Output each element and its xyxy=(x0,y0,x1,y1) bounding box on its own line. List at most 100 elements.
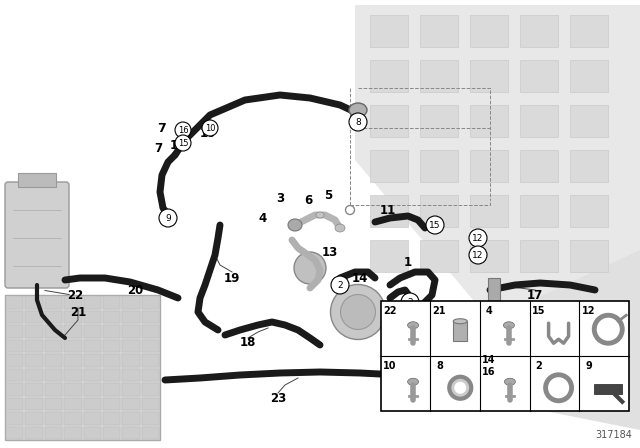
Bar xyxy=(103,354,120,366)
Bar xyxy=(103,369,120,381)
Bar xyxy=(6,426,24,439)
Text: 13: 13 xyxy=(322,246,338,258)
Text: 2: 2 xyxy=(407,297,413,306)
Text: 15: 15 xyxy=(532,306,545,316)
Text: 1: 1 xyxy=(404,255,412,268)
Bar xyxy=(488,278,500,302)
Bar xyxy=(45,397,62,410)
Bar xyxy=(122,325,140,337)
Bar xyxy=(64,354,81,366)
Bar xyxy=(141,426,159,439)
Bar xyxy=(420,150,458,182)
Circle shape xyxy=(349,113,367,131)
Bar xyxy=(470,105,508,137)
Bar xyxy=(45,325,62,337)
Bar xyxy=(45,412,62,425)
Bar xyxy=(520,150,558,182)
Bar xyxy=(570,15,608,47)
Bar xyxy=(83,412,101,425)
Bar xyxy=(6,397,24,410)
Bar xyxy=(122,354,140,366)
Bar xyxy=(141,354,159,366)
Text: 12: 12 xyxy=(472,233,484,242)
Text: 12: 12 xyxy=(582,306,595,316)
Bar xyxy=(103,426,120,439)
Text: 7: 7 xyxy=(154,142,162,155)
Bar xyxy=(18,173,56,187)
Text: 9: 9 xyxy=(165,214,171,223)
Bar xyxy=(381,301,629,411)
Circle shape xyxy=(449,377,471,399)
Text: 5: 5 xyxy=(324,189,332,202)
Circle shape xyxy=(426,216,444,234)
Bar xyxy=(5,295,160,440)
Bar xyxy=(470,15,508,47)
Bar xyxy=(103,412,120,425)
Ellipse shape xyxy=(453,319,467,324)
Bar xyxy=(6,296,24,309)
Bar xyxy=(122,412,140,425)
Bar xyxy=(595,384,622,394)
Text: 4: 4 xyxy=(259,211,267,224)
Polygon shape xyxy=(355,5,640,320)
Bar xyxy=(45,369,62,381)
Circle shape xyxy=(469,246,487,264)
Bar xyxy=(83,383,101,396)
Bar xyxy=(370,150,408,182)
Text: 7: 7 xyxy=(157,121,165,134)
Text: 4: 4 xyxy=(486,306,492,316)
Bar xyxy=(45,383,62,396)
Bar xyxy=(64,412,81,425)
Bar xyxy=(141,369,159,381)
Text: 14: 14 xyxy=(352,271,368,284)
Text: 15: 15 xyxy=(170,138,186,151)
Ellipse shape xyxy=(504,378,515,385)
Ellipse shape xyxy=(340,294,376,329)
Bar xyxy=(64,397,81,410)
Bar xyxy=(64,426,81,439)
Text: 17: 17 xyxy=(527,289,543,302)
Polygon shape xyxy=(490,250,640,430)
Text: 15: 15 xyxy=(178,138,188,147)
Bar xyxy=(122,340,140,352)
Ellipse shape xyxy=(408,378,419,385)
Bar xyxy=(370,195,408,227)
Bar xyxy=(45,354,62,366)
Text: 19: 19 xyxy=(224,271,240,284)
Bar xyxy=(570,240,608,272)
Circle shape xyxy=(469,229,487,247)
Ellipse shape xyxy=(408,322,419,329)
Ellipse shape xyxy=(335,224,345,232)
Bar xyxy=(122,296,140,309)
Bar xyxy=(103,397,120,410)
Ellipse shape xyxy=(504,322,515,329)
Text: 8: 8 xyxy=(436,361,443,371)
Bar xyxy=(370,105,408,137)
Text: 14
16: 14 16 xyxy=(483,355,496,377)
Circle shape xyxy=(331,276,349,294)
Bar xyxy=(6,383,24,396)
Bar xyxy=(520,15,558,47)
Text: 2: 2 xyxy=(337,280,343,289)
Bar xyxy=(470,195,508,227)
Bar xyxy=(6,412,24,425)
Bar xyxy=(64,296,81,309)
Bar xyxy=(570,105,608,137)
Bar xyxy=(370,15,408,47)
Bar xyxy=(370,60,408,92)
Text: 21: 21 xyxy=(70,306,86,319)
Bar xyxy=(64,340,81,352)
Bar xyxy=(83,296,101,309)
Text: 21: 21 xyxy=(433,306,446,316)
Bar xyxy=(6,340,24,352)
Bar xyxy=(83,369,101,381)
Bar xyxy=(64,383,81,396)
Text: 2: 2 xyxy=(535,361,542,371)
Bar xyxy=(370,240,408,272)
Bar xyxy=(570,195,608,227)
Bar xyxy=(520,60,558,92)
Bar xyxy=(26,354,43,366)
Text: 6: 6 xyxy=(304,194,312,207)
Text: 16: 16 xyxy=(178,125,188,134)
Bar xyxy=(64,325,81,337)
